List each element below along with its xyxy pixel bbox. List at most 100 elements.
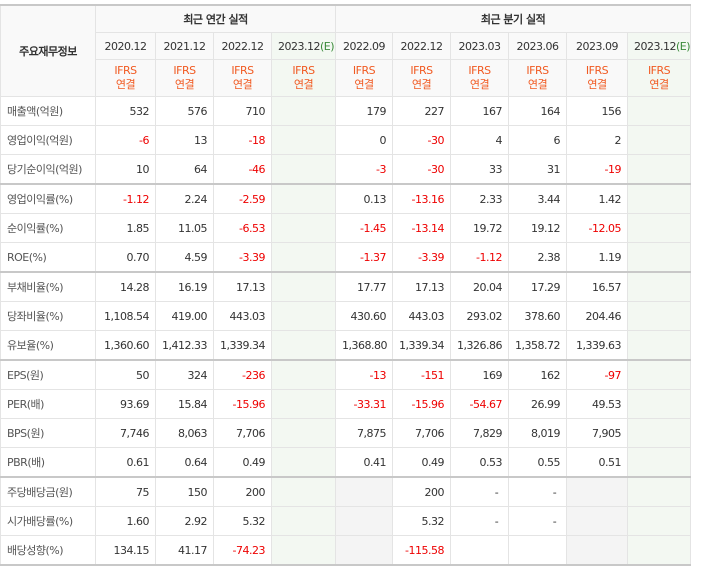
consolidated-text: 연결 xyxy=(232,78,253,91)
row-label: 당좌비율(%) xyxy=(0,301,96,331)
consolidated-text: 연결 xyxy=(115,78,136,91)
annual-value xyxy=(270,271,337,302)
quarter-value: 19.72 xyxy=(450,213,510,243)
quarter-value: 26.99 xyxy=(508,389,568,419)
quarter-value xyxy=(508,535,568,566)
annual-value xyxy=(270,476,337,507)
quarter-value: 179 xyxy=(335,96,394,126)
annual-value xyxy=(270,242,337,273)
annual-value: 13 xyxy=(155,125,214,155)
annual-value xyxy=(270,506,337,536)
table-row: 당기순이익(억원) 10 64 -46 -3 -30 33 31 -19 xyxy=(0,154,692,185)
quarter-value: 162 xyxy=(508,359,568,390)
table-row: PER(배) 93.69 15.84 -15.96 -33.31 -15.96 -54.67… xyxy=(0,389,692,419)
annual-value: -1.12 xyxy=(95,183,156,214)
quarter-value: 7,829 xyxy=(450,418,510,448)
consolidated-text: 연결 xyxy=(293,78,314,91)
estimate-mark: (E) xyxy=(320,39,335,53)
quarter-value: - xyxy=(450,506,510,536)
annual-value: 8,063 xyxy=(155,418,214,448)
period-label: 2021.12 xyxy=(163,39,207,53)
annual-value: 64 xyxy=(155,154,214,185)
quarter-value: -1.37 xyxy=(335,242,394,273)
annual-value: 16.19 xyxy=(155,271,214,302)
quarter-value: 0.41 xyxy=(335,447,394,478)
row-label: 유보율(%) xyxy=(0,330,96,361)
ifrs-consolidated-label: IFRS 연결 xyxy=(627,59,692,97)
row-label: PBR(배) xyxy=(0,447,96,478)
quarter-value xyxy=(627,154,692,185)
quarter-value: 1,339.63 xyxy=(566,330,629,361)
annual-value: -15.96 xyxy=(213,389,272,419)
period-header: 2023.09 xyxy=(566,32,629,60)
quarter-value xyxy=(627,447,692,478)
quarter-value: -54.67 xyxy=(450,389,510,419)
annual-value: 1.60 xyxy=(95,506,156,536)
consolidated-text: 연결 xyxy=(587,78,607,91)
annual-value: 532 xyxy=(95,96,156,126)
row-label: 배당성향(%) xyxy=(0,535,96,566)
estimate-mark: (E) xyxy=(676,39,691,53)
quarter-value: 0.49 xyxy=(392,447,452,478)
period-label: 2023.12 xyxy=(278,39,321,53)
quarter-value: -1.12 xyxy=(450,242,510,273)
quarter-value: 1,358.72 xyxy=(508,330,568,361)
annual-value xyxy=(270,96,337,126)
ifrs-text: IFRS xyxy=(352,64,376,77)
quarter-value xyxy=(627,271,692,302)
quarter-value xyxy=(566,535,629,566)
quarter-value: -3 xyxy=(335,154,394,185)
table-row: BPS(원) 7,746 8,063 7,706 7,875 7,706 7,829 8,01… xyxy=(0,418,692,448)
period-label: 2022.09 xyxy=(343,39,386,53)
annual-value: 134.15 xyxy=(95,535,156,566)
period-label: 2023.09 xyxy=(576,39,619,53)
quarter-value: -13.14 xyxy=(392,213,452,243)
annual-value xyxy=(270,418,337,448)
table-row: 당좌비율(%) 1,108.54 419.00 443.03 430.60 443.03 2… xyxy=(0,301,692,331)
quarter-value: 33 xyxy=(450,154,510,185)
annual-value: 1,339.34 xyxy=(213,330,272,361)
quarter-value: 3.44 xyxy=(508,183,568,214)
table-row: 유보율(%) 1,360.60 1,412.33 1,339.34 1,368.80 1,… xyxy=(0,330,692,361)
annual-value xyxy=(270,125,337,155)
annual-value: -74.23 xyxy=(213,535,272,566)
ifrs-text: IFRS xyxy=(526,64,549,77)
period-header: 2021.12 xyxy=(155,32,214,60)
annual-value xyxy=(270,447,337,478)
row-label: 시가배당률(%) xyxy=(0,506,96,536)
row-label: ROE(%) xyxy=(0,242,96,273)
ifrs-consolidated-label: IFRS 연결 xyxy=(508,59,568,97)
annual-value: -6.53 xyxy=(213,213,272,243)
period-header: 2020.12 xyxy=(95,32,156,60)
quarter-value: 0.51 xyxy=(566,447,629,478)
row-label: 부채비율(%) xyxy=(0,271,96,302)
annual-value xyxy=(270,301,337,331)
row-label: 매출액(억원) xyxy=(0,96,96,126)
period-header: 2023.12(E) xyxy=(270,32,337,60)
consolidated-text: 연결 xyxy=(411,78,432,91)
table-row: EPS(원) 50 324 -236 -13 -151 169 162 -97 xyxy=(0,359,692,390)
row-label: 영업이익(억원) xyxy=(0,125,96,155)
consolidated-text: 연결 xyxy=(649,78,669,91)
row-label: PER(배) xyxy=(0,389,96,419)
annual-value: -46 xyxy=(213,154,272,185)
ifrs-text: IFRS xyxy=(173,64,196,77)
annual-value: 200 xyxy=(213,476,272,507)
annual-value: 10 xyxy=(95,154,156,185)
quarter-value xyxy=(627,418,692,448)
quarter-value xyxy=(627,359,692,390)
annual-value: 7,706 xyxy=(213,418,272,448)
ifrs-text: IFRS xyxy=(647,64,671,77)
quarter-value: 200 xyxy=(392,476,452,507)
row-label: EPS(원) xyxy=(0,359,96,390)
quarter-value: 4 xyxy=(450,125,510,155)
quarter-value: -1.45 xyxy=(335,213,394,243)
quarter-value: 5.32 xyxy=(392,506,452,536)
annual-value: 41.17 xyxy=(155,535,214,566)
table-row: ROE(%) 0.70 4.59 -3.39 -1.37 -3.39 -1.12 2.38 1.… xyxy=(0,242,692,273)
quarter-value xyxy=(335,535,394,566)
quarter-value: 8,019 xyxy=(508,418,568,448)
quarter-value: -115.58 xyxy=(392,535,452,566)
quarter-value: 31 xyxy=(508,154,568,185)
annual-value: 0.70 xyxy=(95,242,156,273)
